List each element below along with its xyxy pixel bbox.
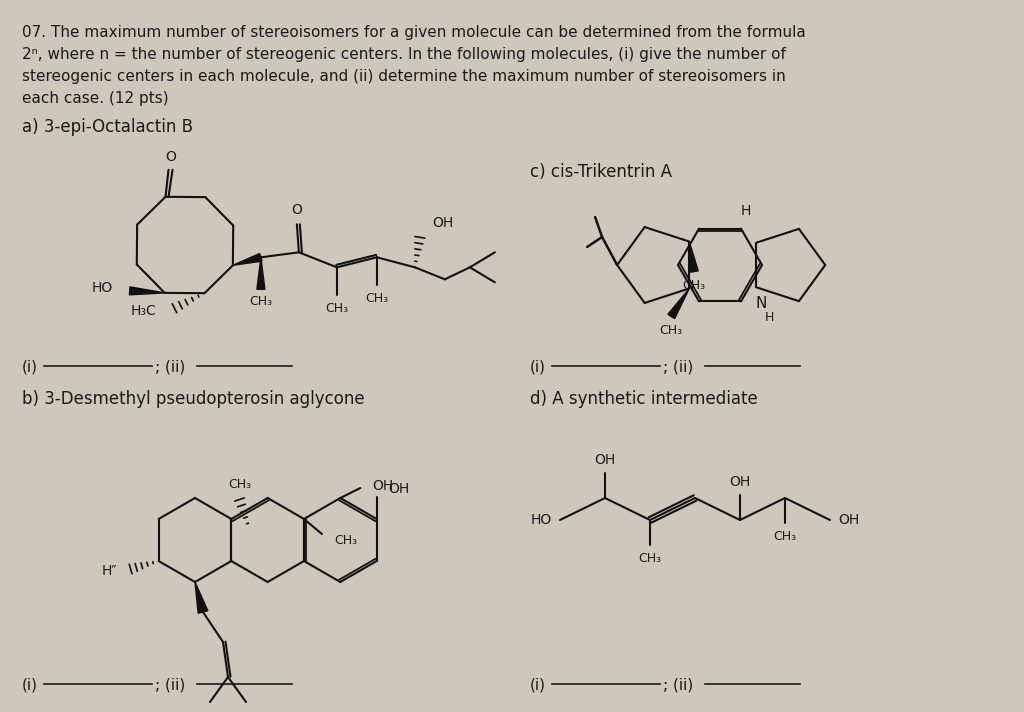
Text: a) 3-epi-Octalactin B: a) 3-epi-Octalactin B xyxy=(22,118,193,136)
Text: each case. (12 pts): each case. (12 pts) xyxy=(22,91,169,106)
Text: 07. The maximum number of stereoisomers for a given molecule can be determined f: 07. The maximum number of stereoisomers … xyxy=(22,25,806,40)
Text: OH: OH xyxy=(729,475,751,489)
Polygon shape xyxy=(257,257,265,289)
Text: OH: OH xyxy=(838,513,859,527)
Text: H: H xyxy=(765,311,774,324)
Text: ; (ii): ; (ii) xyxy=(663,360,693,375)
Text: HO: HO xyxy=(91,281,113,295)
Polygon shape xyxy=(668,288,689,318)
Text: OH: OH xyxy=(373,479,393,493)
Text: CH₃: CH₃ xyxy=(659,324,683,337)
Polygon shape xyxy=(195,582,208,613)
Text: CH₃: CH₃ xyxy=(228,478,251,491)
Text: (i): (i) xyxy=(22,678,38,693)
Text: CH₃: CH₃ xyxy=(683,279,706,292)
Text: OH: OH xyxy=(432,216,453,230)
Polygon shape xyxy=(232,253,262,266)
Text: CH₃: CH₃ xyxy=(326,302,348,315)
Text: d) A synthetic intermediate: d) A synthetic intermediate xyxy=(530,390,758,408)
Text: H″: H″ xyxy=(101,564,117,578)
Text: H: H xyxy=(740,204,752,218)
Text: (i): (i) xyxy=(22,360,38,375)
Polygon shape xyxy=(689,241,698,272)
Text: CH₃: CH₃ xyxy=(638,552,662,565)
Text: O: O xyxy=(165,150,176,164)
Text: ; (ii): ; (ii) xyxy=(155,678,185,693)
Text: H₃C: H₃C xyxy=(131,304,157,318)
Text: CH₃: CH₃ xyxy=(773,530,797,543)
Text: OH: OH xyxy=(594,453,615,467)
Text: 2ⁿ, where n = the number of stereogenic centers. In the following molecules, (i): 2ⁿ, where n = the number of stereogenic … xyxy=(22,47,785,62)
Text: (i): (i) xyxy=(530,678,546,693)
Text: ; (ii): ; (ii) xyxy=(663,678,693,693)
Text: CH₃: CH₃ xyxy=(249,295,272,308)
Text: ; (ii): ; (ii) xyxy=(155,360,185,375)
Text: O: O xyxy=(292,204,302,217)
Text: N: N xyxy=(756,295,767,311)
Text: CH₃: CH₃ xyxy=(366,292,388,305)
Text: c) cis-Trikentrin A: c) cis-Trikentrin A xyxy=(530,163,672,181)
Polygon shape xyxy=(129,287,165,295)
Text: OH: OH xyxy=(389,482,410,496)
Text: CH₃: CH₃ xyxy=(334,535,357,548)
Text: HO: HO xyxy=(530,513,552,527)
Text: (i): (i) xyxy=(530,360,546,375)
Text: b) 3-Desmethyl pseudopterosin aglycone: b) 3-Desmethyl pseudopterosin aglycone xyxy=(22,390,365,408)
Text: stereogenic centers in each molecule, and (ii) determine the maximum number of s: stereogenic centers in each molecule, an… xyxy=(22,69,785,84)
